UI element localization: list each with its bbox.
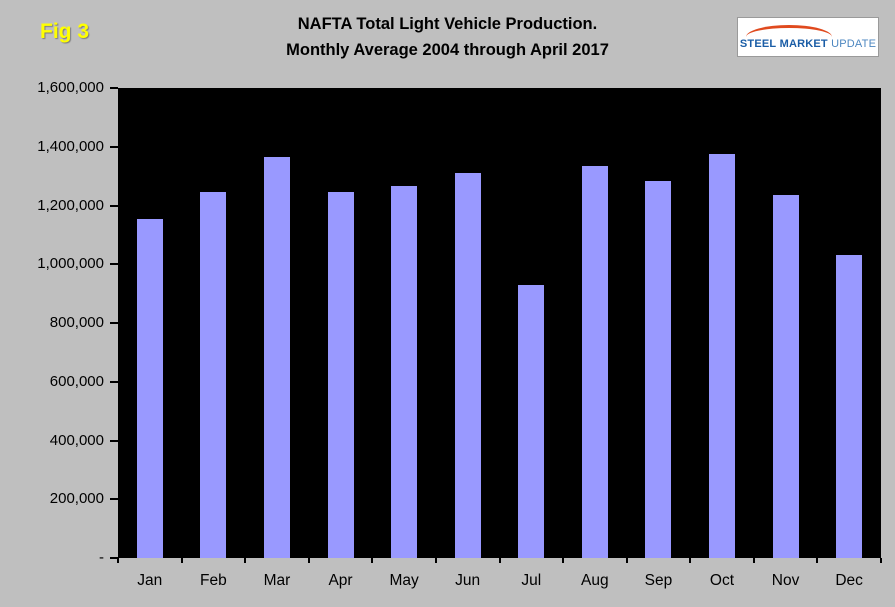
x-tick-label: Mar xyxy=(263,572,291,589)
x-axis-labels: Jan Feb Mar Apr May Jun Jul Aug Sep Oct Nov Dec xyxy=(118,572,881,590)
bar-slot xyxy=(627,88,691,558)
x-tick-label: Dec xyxy=(835,572,863,589)
bar-slot xyxy=(754,88,818,558)
x-axis-ticks xyxy=(117,558,882,564)
y-axis-labels: - 200,000 400,000 600,000 800,000 1,000,000 1,… xyxy=(0,79,104,566)
x-tick-mark xyxy=(434,558,437,563)
x-tick-mark xyxy=(816,558,819,563)
chart-title-line1: NAFTA Total Light Vehicle Production. xyxy=(297,15,598,33)
bar-sep xyxy=(645,180,672,558)
x-tick-mark xyxy=(244,558,247,563)
bar-slot xyxy=(817,88,881,558)
y-tick-mark xyxy=(110,204,118,207)
x-tick-mark xyxy=(752,558,755,563)
logo-word-steel: STEEL xyxy=(739,37,777,50)
figure-number-label: Fig 3 xyxy=(40,20,90,43)
y-tick-mark xyxy=(110,380,118,383)
y-tick-mark xyxy=(110,322,118,324)
x-tick-mark xyxy=(307,558,310,563)
x-tick-label: Sep xyxy=(644,572,673,589)
bar-may xyxy=(391,186,418,558)
bar-slot xyxy=(309,88,373,558)
x-tick-label: Oct xyxy=(709,572,735,589)
logo-word-update: UPDATE xyxy=(831,37,877,50)
bar-slot xyxy=(182,88,246,558)
y-tick-mark xyxy=(110,263,118,266)
bar-jun xyxy=(454,173,481,558)
bar-dec xyxy=(836,255,863,558)
x-tick-mark xyxy=(498,558,501,563)
chart-title-line2: Monthly Average 2004 through April 2017 xyxy=(286,40,609,59)
bar-jan xyxy=(136,218,163,558)
y-tick-mark xyxy=(110,439,118,442)
bar-mar xyxy=(263,157,290,558)
bar-slot xyxy=(372,88,436,558)
x-tick-label: Apr xyxy=(328,572,353,589)
x-tick-label: Nov xyxy=(771,572,800,589)
bar-nov xyxy=(772,195,799,558)
logo-text: STEEL MARKET UPDATE xyxy=(740,38,876,50)
bar-oct xyxy=(708,154,735,558)
bar-slot xyxy=(245,88,309,558)
y-tick-label: - xyxy=(99,549,104,566)
bar-slot xyxy=(499,88,563,558)
bars-row xyxy=(118,88,881,558)
bar-apr xyxy=(327,192,354,558)
y-tick-label: 1,600,000 xyxy=(37,79,104,96)
x-tick-mark xyxy=(371,558,374,563)
y-tick-mark xyxy=(110,145,118,148)
y-tick-label: 1,200,000 xyxy=(37,196,104,214)
x-tick-label: Jan xyxy=(137,572,163,589)
x-tick-mark xyxy=(880,558,882,563)
bar-slot xyxy=(436,88,500,558)
y-tick-label: 600,000 xyxy=(49,372,104,390)
x-tick-mark xyxy=(117,558,119,563)
x-tick-label: Aug xyxy=(581,572,609,589)
bar-feb xyxy=(200,192,227,558)
bar-jul xyxy=(518,284,545,558)
x-tick-mark xyxy=(689,558,692,563)
plot-area xyxy=(118,88,881,558)
y-tick-label: 200,000 xyxy=(49,490,104,508)
x-tick-label: Jul xyxy=(521,572,542,589)
y-tick-label: 1,000,000 xyxy=(37,255,104,273)
chart-title: NAFTA Total Light Vehicle Production. Mo… xyxy=(170,12,725,63)
x-tick-mark xyxy=(562,558,565,563)
bar-aug xyxy=(581,165,608,558)
x-tick-label: May xyxy=(389,572,419,589)
x-tick-mark xyxy=(180,558,183,563)
logo-swoosh-icon xyxy=(746,24,832,37)
bar-slot xyxy=(690,88,754,558)
bar-slot xyxy=(118,88,182,558)
y-tick-label: 400,000 xyxy=(49,431,104,449)
logo-word-market: MARKET xyxy=(779,37,828,50)
y-tick-label: 800,000 xyxy=(49,314,104,331)
x-tick-label: Feb xyxy=(200,572,227,589)
x-tick-label: Jun xyxy=(455,572,481,589)
y-tick-mark xyxy=(110,87,118,89)
x-tick-mark xyxy=(625,558,628,563)
y-tick-mark xyxy=(110,498,118,501)
smu-logo: STEEL MARKET UPDATE xyxy=(737,17,879,57)
y-tick-label: 1,400,000 xyxy=(37,137,104,155)
bar-slot xyxy=(563,88,627,558)
y-axis-ticks xyxy=(110,87,118,559)
y-tick-mark xyxy=(110,557,118,559)
